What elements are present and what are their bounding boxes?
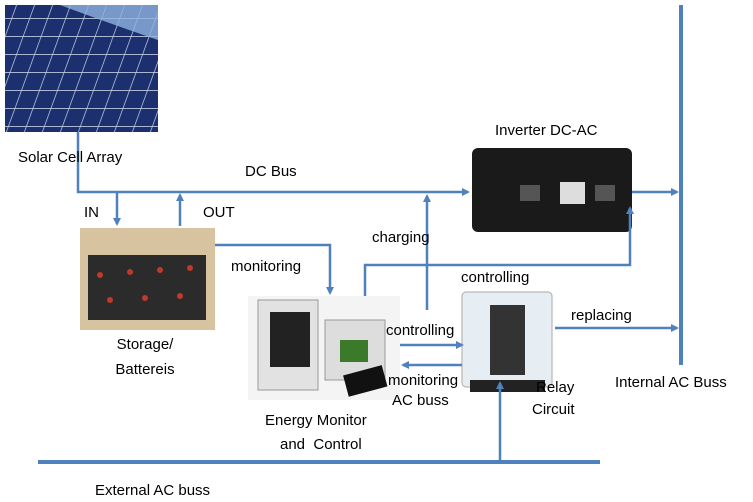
node-label: Storage/	[117, 336, 175, 353]
edge-label: OUT	[203, 204, 235, 221]
edge-label: monitoring	[388, 372, 458, 389]
node-label: Solar Cell Array	[18, 149, 123, 166]
solar-image	[5, 5, 158, 132]
inverter-image	[472, 148, 632, 232]
node-label: Inverter DC-AC	[495, 122, 598, 139]
diagram: Solar Cell Array DC Bus IN OUT Storage/ …	[0, 0, 753, 502]
node-label: Circuit	[532, 401, 575, 418]
bus-label: DC Bus	[245, 163, 297, 180]
bus-label: External AC buss	[95, 482, 210, 499]
edge-label: controlling	[461, 269, 529, 286]
node-label: Battereis	[115, 361, 174, 378]
bus-label: Internal AC Buss	[615, 374, 727, 391]
edge-label: replacing	[571, 307, 632, 324]
edge-label: monitoring	[231, 258, 301, 275]
node-label: and Control	[280, 436, 362, 453]
battery-image	[80, 228, 215, 330]
node-label: Relay	[536, 379, 575, 396]
edge-label: charging	[372, 229, 430, 246]
edge-label: IN	[84, 204, 99, 221]
relay-image	[462, 292, 552, 392]
edge-label: AC buss	[392, 392, 449, 409]
node-label: Energy Monitor	[265, 412, 367, 429]
edge-label: controlling	[386, 322, 454, 339]
monitor-image	[248, 296, 400, 400]
